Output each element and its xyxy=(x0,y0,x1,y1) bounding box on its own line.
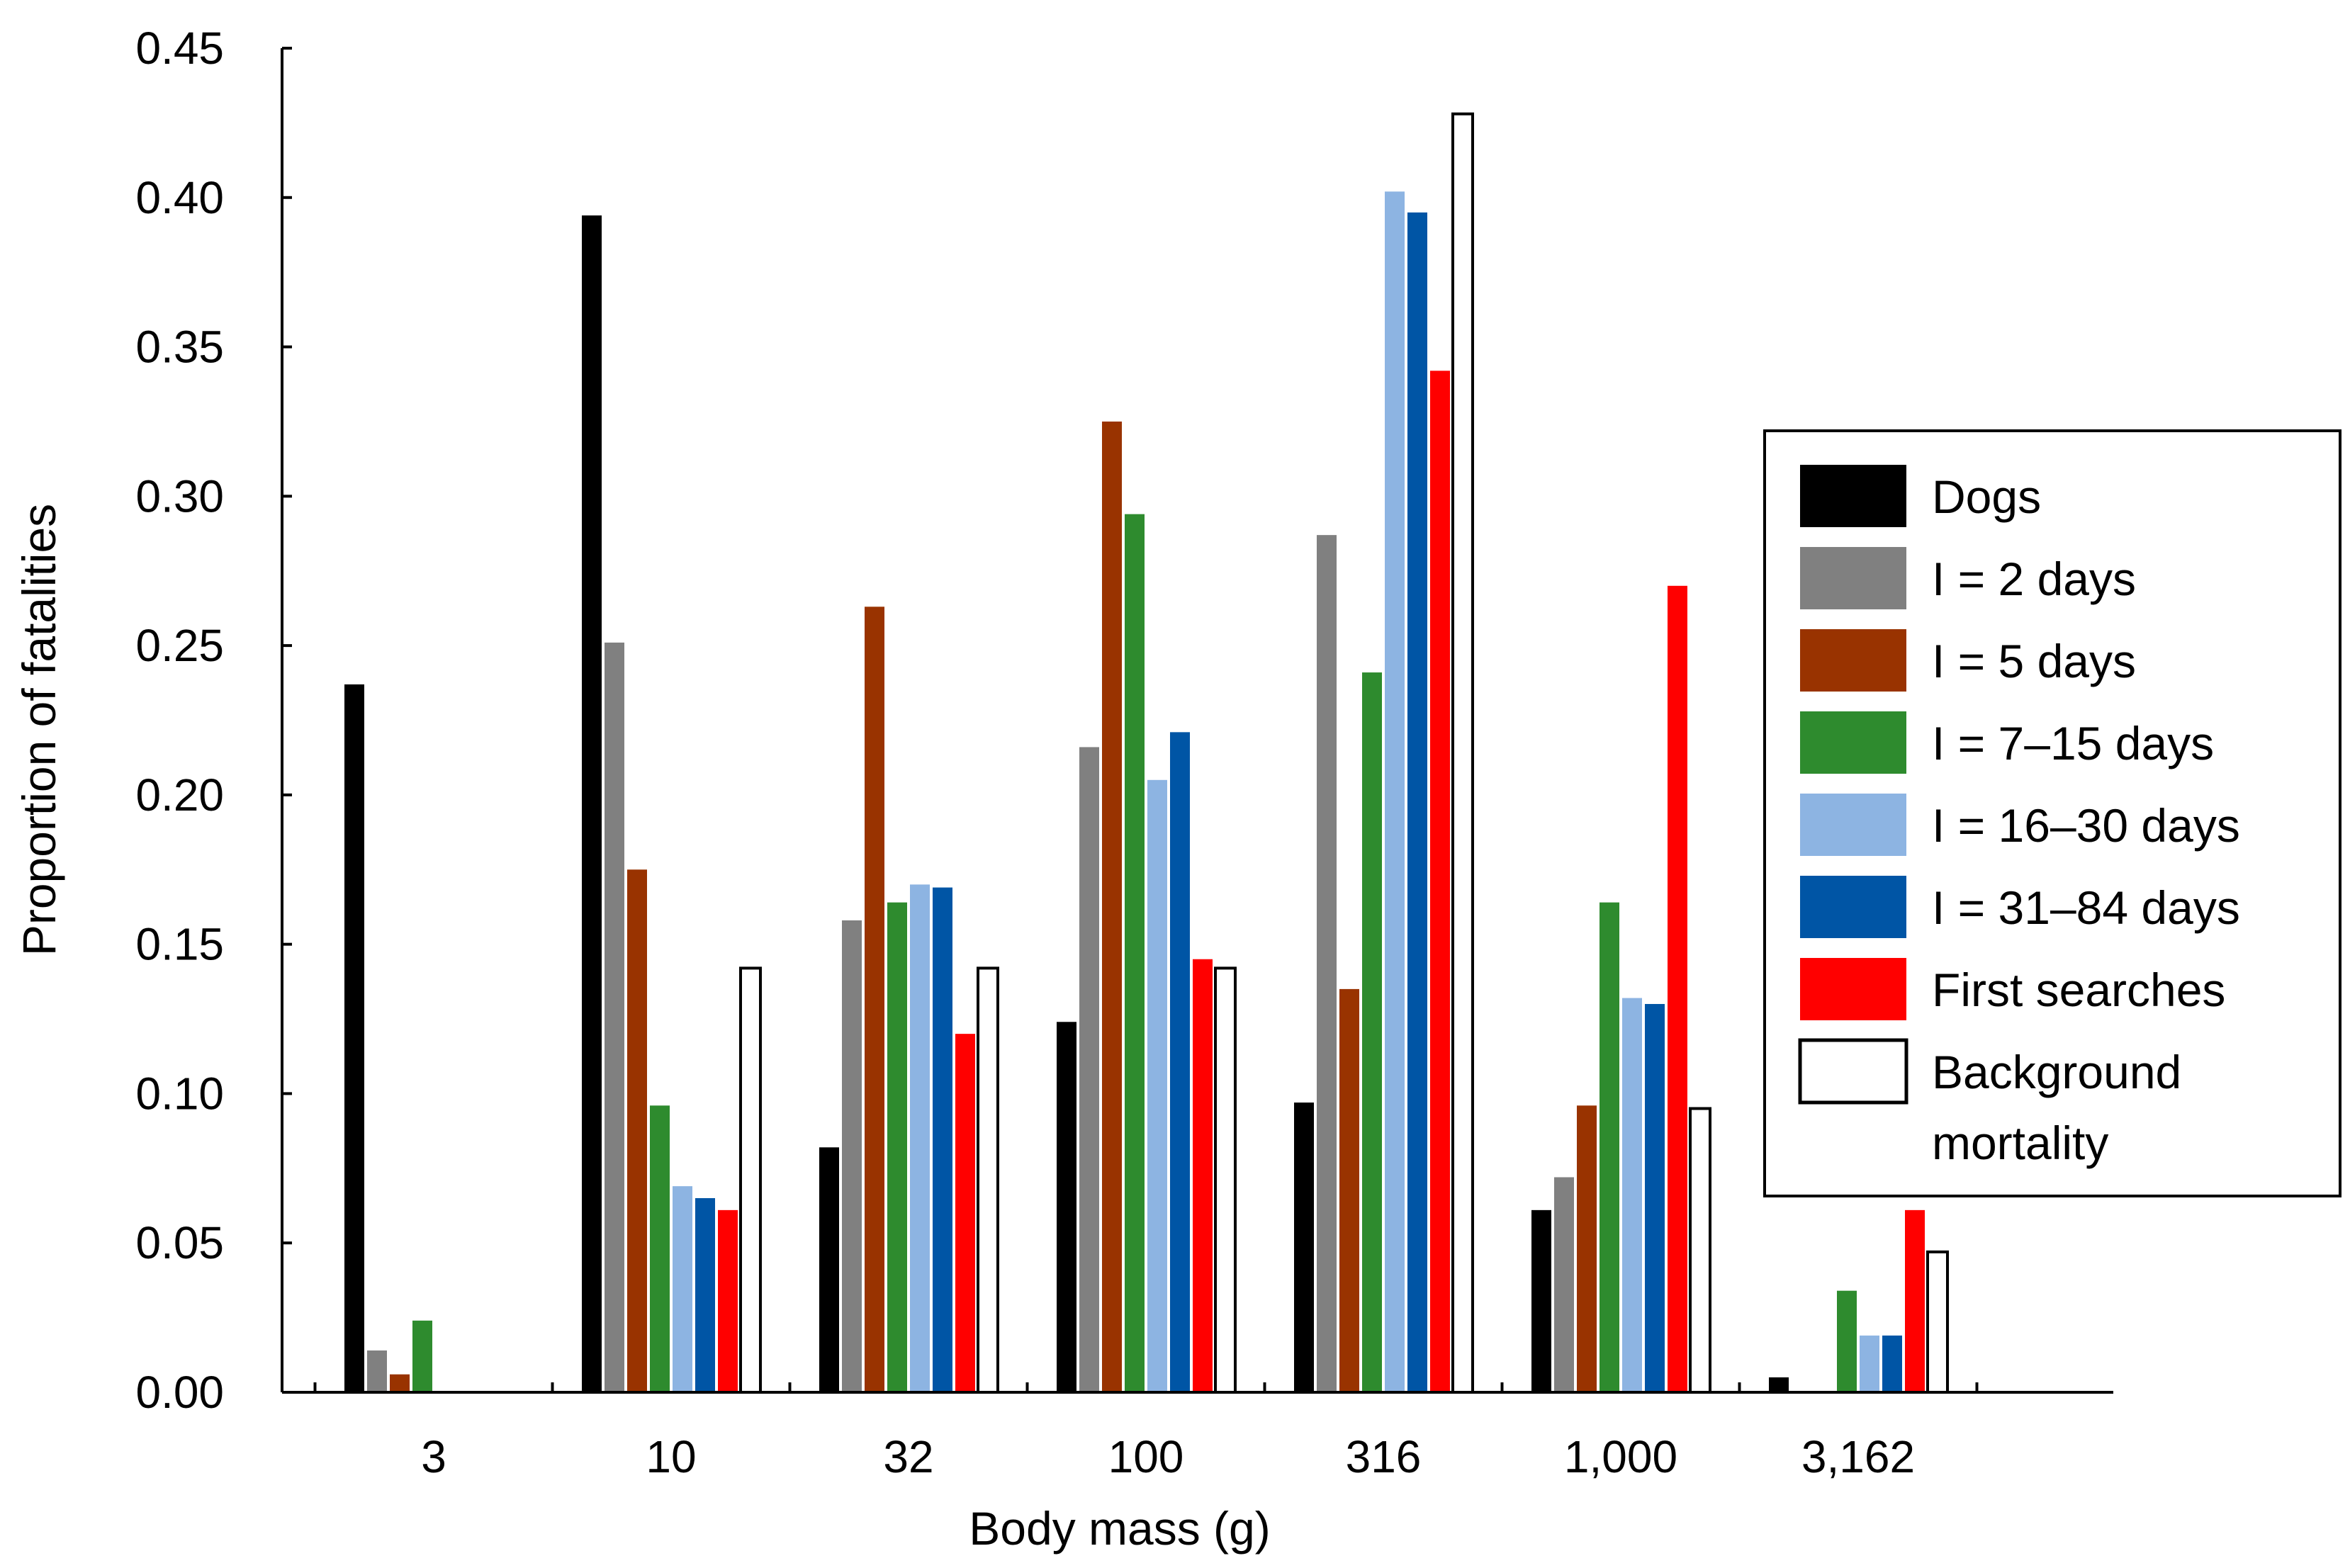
bar xyxy=(739,966,762,1394)
bar xyxy=(887,902,907,1392)
bar xyxy=(842,920,862,1392)
bar xyxy=(1170,732,1190,1392)
legend-swatch xyxy=(1800,794,1906,856)
bar xyxy=(977,966,999,1394)
bar xyxy=(1926,1250,1949,1394)
bar xyxy=(1600,902,1619,1392)
legend-swatch xyxy=(1800,958,1906,1020)
bar xyxy=(1125,514,1145,1392)
x-tick-label: 316 xyxy=(1346,1431,1422,1482)
x-axis-title: Body mass (g) xyxy=(969,1502,1270,1555)
legend-label: I = 2 days xyxy=(1932,553,2136,605)
legend-label: Dogs xyxy=(1932,470,2041,523)
y-tick-label: 0.05 xyxy=(135,1217,224,1268)
bar xyxy=(1905,1209,1925,1392)
y-tick-label: 0.00 xyxy=(135,1367,224,1418)
bar xyxy=(1451,112,1474,1394)
bar xyxy=(695,1197,715,1392)
bar xyxy=(1057,1022,1076,1392)
y-tick-label: 0.40 xyxy=(135,172,224,223)
y-tick-label: 0.20 xyxy=(135,769,224,820)
bar xyxy=(1362,672,1382,1392)
bar xyxy=(390,1374,410,1392)
legend-label: Background xyxy=(1932,1046,2181,1098)
x-tick-label: 10 xyxy=(646,1431,696,1482)
x-axis-tick-labels: 3 10 32 100 316 1,000 3,162 xyxy=(421,1431,1915,1482)
bar xyxy=(1102,421,1122,1392)
bar xyxy=(1882,1335,1902,1392)
bar xyxy=(1577,1105,1597,1392)
bar xyxy=(955,1034,975,1392)
bar xyxy=(1317,535,1337,1393)
x-tick-label: 1,000 xyxy=(1564,1431,1677,1482)
bar xyxy=(1193,959,1213,1392)
bar xyxy=(1214,966,1237,1394)
bar xyxy=(1689,1107,1711,1394)
legend-swatch xyxy=(1798,1038,1908,1105)
bar xyxy=(673,1186,692,1392)
y-axis-title: Proportion of fatalities xyxy=(13,504,65,956)
y-axis-tick-labels: 0.00 0.05 0.10 0.15 0.20 0.25 0.30 0.35 0.40 0.45 xyxy=(135,23,224,1418)
legend-swatch xyxy=(1800,629,1906,692)
legend-label: First searches xyxy=(1932,964,2225,1016)
y-axis-ticks xyxy=(282,47,292,1394)
bar xyxy=(344,684,364,1392)
bar xyxy=(1860,1335,1879,1392)
legend-swatch xyxy=(1800,547,1906,609)
legend-label: I = 5 days xyxy=(1932,635,2136,687)
bars xyxy=(344,112,1949,1394)
bar xyxy=(367,1350,387,1392)
x-tick-label: 3,162 xyxy=(1801,1431,1915,1482)
bar xyxy=(1407,212,1427,1392)
bar xyxy=(1622,998,1642,1392)
y-tick-label: 0.45 xyxy=(135,23,224,74)
y-tick-label: 0.35 xyxy=(135,322,224,373)
bar xyxy=(1769,1377,1789,1392)
bar xyxy=(1837,1290,1857,1392)
bar xyxy=(933,887,952,1392)
x-axis-ticks xyxy=(313,1382,1979,1392)
legend-label: I = 7–15 days xyxy=(1932,717,2214,769)
bar xyxy=(865,607,884,1393)
y-tick-label: 0.25 xyxy=(135,620,224,671)
bar xyxy=(1668,585,1687,1392)
legend-swatch xyxy=(1800,465,1906,527)
bar xyxy=(718,1209,738,1392)
legend-label: I = 16–30 days xyxy=(1932,799,2240,852)
bar xyxy=(1430,371,1450,1392)
legend-swatch xyxy=(1800,711,1906,774)
bar xyxy=(1385,191,1405,1392)
bar xyxy=(582,215,602,1393)
legend: Dogs I = 2 days I = 5 days I = 7–15 days I =… xyxy=(1763,429,2341,1197)
bar xyxy=(1531,1209,1551,1392)
bar xyxy=(1079,747,1099,1392)
legend-label-line2: mortality xyxy=(1932,1117,2108,1169)
bar xyxy=(1294,1102,1314,1392)
bar xyxy=(1147,779,1167,1392)
bar xyxy=(605,642,624,1393)
legend-label: I = 31–84 days xyxy=(1932,881,2240,934)
bar xyxy=(910,884,930,1392)
x-tick-label: 32 xyxy=(883,1431,933,1482)
bar xyxy=(627,869,647,1392)
bar xyxy=(412,1320,432,1392)
bar xyxy=(1339,988,1359,1392)
bar xyxy=(819,1147,839,1392)
y-tick-label: 0.15 xyxy=(135,919,224,970)
bar xyxy=(1554,1177,1574,1392)
x-tick-label: 3 xyxy=(421,1431,446,1482)
bar xyxy=(650,1105,670,1392)
y-tick-label: 0.10 xyxy=(135,1068,224,1119)
x-tick-label: 100 xyxy=(1108,1431,1184,1482)
y-tick-label: 0.30 xyxy=(135,470,224,521)
legend-swatch xyxy=(1800,876,1906,938)
bar xyxy=(1645,1003,1665,1392)
